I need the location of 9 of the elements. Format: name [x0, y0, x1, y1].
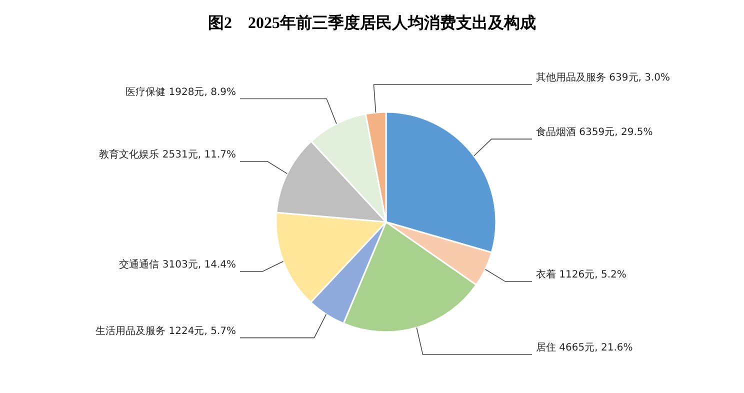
slice-label: 医疗保健 1928元, 8.9% — [126, 86, 236, 98]
slice-label: 交通通信 3103元, 14.4% — [119, 258, 236, 270]
slice-label: 居住 4665元, 21.6% — [536, 342, 633, 354]
slice-label: 其他用品及服务 639元, 3.0% — [536, 72, 670, 84]
slice-label: 食品烟酒 6359元, 29.5% — [536, 126, 653, 138]
chart-title: 图2 2025年前三季度居民人均消费支出及构成 — [208, 13, 536, 32]
slice-label: 生活用品及服务 1224元, 5.7% — [96, 324, 236, 337]
slice-label: 教育文化娱乐 2531元, 11.7% — [99, 148, 236, 160]
slice-label: 衣着 1126元, 5.2% — [536, 268, 626, 280]
